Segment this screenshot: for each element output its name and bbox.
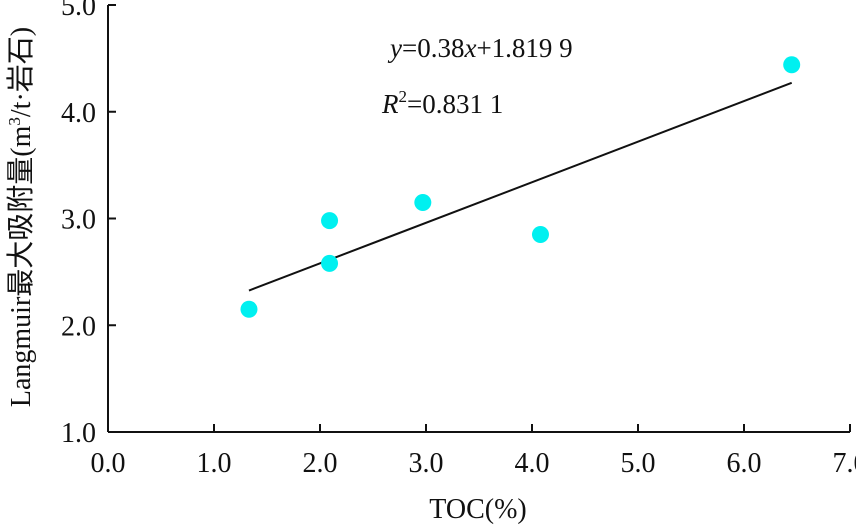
plot-area: 0.01.02.03.04.05.06.07.01.02.03.04.05.0 <box>61 0 856 479</box>
regression-line <box>248 81 793 292</box>
x-tick-label: 6.0 <box>727 448 762 479</box>
x-tick-label: 1.0 <box>197 448 232 479</box>
y-axis-title: Langmuir最大吸附量(m3/t·岩石) <box>5 27 37 407</box>
data-point <box>783 56 801 74</box>
x-tick-label: 3.0 <box>409 448 444 479</box>
data-point <box>321 254 339 272</box>
data-point <box>240 300 258 318</box>
y-tick-label: 5.0 <box>61 0 96 22</box>
y-tick-label: 3.0 <box>61 205 96 236</box>
x-tick-label: 4.0 <box>515 448 550 479</box>
x-tick-label: 0.0 <box>91 448 126 479</box>
r-squared-label: R2=0.831 1 <box>381 87 503 119</box>
x-tick-label: 5.0 <box>621 448 656 479</box>
y-axis-title-group: Langmuir最大吸附量(m3/t·岩石) <box>5 27 37 407</box>
y-tick-label: 2.0 <box>61 311 96 342</box>
regression-equation: y=0.38x+1.819 9 <box>387 33 573 63</box>
data-point <box>321 212 339 230</box>
regression-annotation: y=0.38x+1.819 9 R2=0.831 1 <box>381 33 573 119</box>
x-tick-label: 7.0 <box>833 448 856 479</box>
data-point <box>414 193 432 211</box>
x-axis-title: TOC(%) <box>429 494 526 525</box>
y-tick-label: 1.0 <box>61 418 96 449</box>
y-tick-label: 4.0 <box>61 98 96 129</box>
x-tick-label: 2.0 <box>303 448 338 479</box>
data-point <box>531 226 549 244</box>
